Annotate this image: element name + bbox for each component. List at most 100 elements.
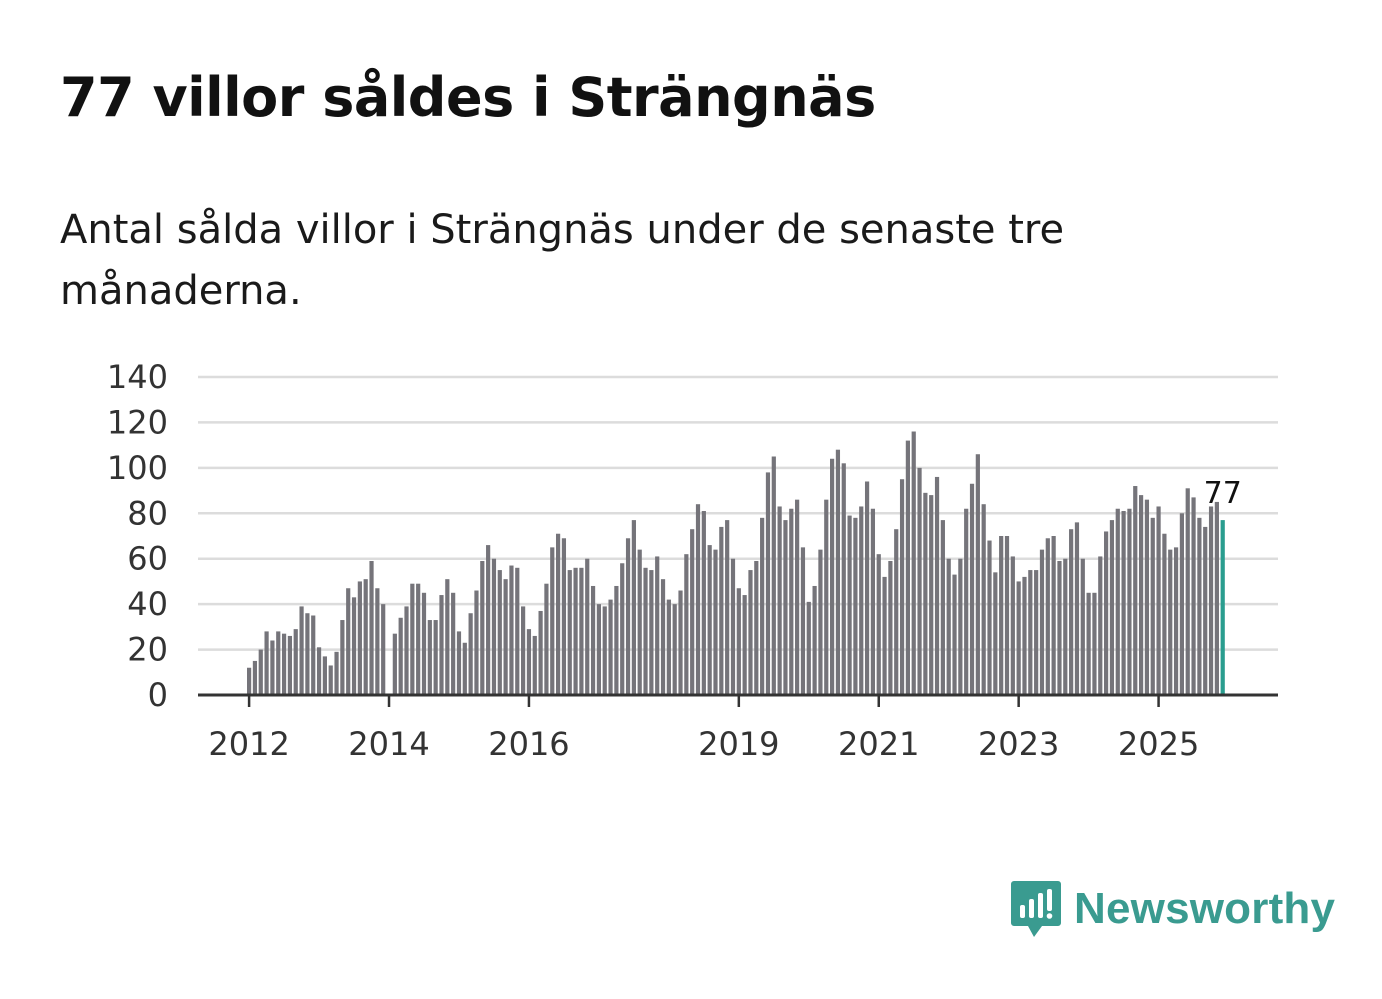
bar	[1004, 536, 1010, 695]
axis-labels: 0 20 40 60 80 100 120 140 2012 2014 2016 2019 2021 20…	[107, 358, 1242, 763]
bar-latest	[1220, 520, 1225, 695]
bar	[1104, 531, 1109, 695]
bar	[1179, 513, 1184, 695]
bar	[870, 508, 876, 695]
bar	[445, 579, 450, 695]
y-tick-label: 140	[107, 358, 168, 396]
bar	[247, 667, 252, 695]
y-tick-label: 20	[127, 631, 168, 669]
bar	[270, 640, 275, 695]
bar	[917, 467, 922, 695]
bar	[934, 476, 940, 695]
bar	[690, 529, 695, 695]
bar	[462, 642, 467, 695]
bar	[824, 499, 829, 695]
bar	[1115, 508, 1120, 695]
bar	[841, 463, 846, 695]
bar	[1185, 488, 1190, 695]
chart-title: 77 villor såldes i Strängnäs	[60, 66, 876, 129]
bar	[1092, 592, 1097, 695]
bar	[964, 508, 969, 695]
latest-value-label: 77	[1204, 476, 1242, 511]
bar	[736, 588, 741, 695]
bar	[1214, 501, 1219, 695]
bar	[707, 545, 712, 695]
bar	[590, 585, 596, 695]
bar	[1045, 538, 1050, 695]
bar	[847, 515, 852, 695]
bar	[678, 590, 683, 695]
bar	[433, 620, 438, 695]
bar	[404, 606, 409, 695]
bar	[655, 556, 660, 695]
bar	[1197, 517, 1202, 695]
x-tick-label: 2016	[488, 725, 569, 763]
bar	[952, 574, 957, 695]
bar	[1034, 570, 1039, 695]
bar	[369, 560, 374, 695]
bar	[264, 631, 269, 695]
bar	[503, 579, 508, 695]
newsworthy-logo[interactable]: Newsworthy	[1010, 878, 1335, 940]
bar	[894, 529, 899, 695]
bar	[416, 583, 421, 695]
chart-subtitle: Antal sålda villor i Strängnäs under de …	[60, 207, 1065, 314]
x-tick-label: 2014	[348, 725, 429, 763]
bar	[1127, 508, 1132, 695]
bar	[701, 511, 706, 695]
bar	[509, 565, 514, 695]
bar	[346, 588, 351, 695]
bar	[1208, 506, 1214, 695]
bar	[660, 579, 666, 695]
bar	[783, 520, 788, 695]
bar	[876, 554, 881, 695]
bar	[515, 567, 520, 695]
y-tick-label: 100	[107, 449, 168, 487]
bar	[521, 606, 526, 695]
y-tick-label: 60	[127, 540, 168, 578]
bar	[713, 549, 718, 695]
bar	[608, 599, 613, 695]
bar	[497, 570, 502, 695]
bar	[532, 635, 537, 695]
brand-name: Newsworthy	[1074, 884, 1336, 933]
bar	[614, 585, 619, 695]
bar	[1051, 536, 1056, 695]
bar	[1039, 549, 1045, 695]
x-tick-label: 2019	[698, 725, 779, 763]
bar	[853, 517, 858, 695]
bar	[322, 656, 327, 695]
bar	[550, 547, 555, 695]
bar	[684, 554, 689, 695]
bar	[905, 440, 910, 695]
bar	[340, 620, 345, 695]
bar	[789, 508, 794, 695]
bar	[293, 629, 298, 695]
bar	[392, 633, 397, 695]
bar	[305, 613, 310, 695]
bar	[730, 558, 736, 695]
bar	[421, 592, 427, 695]
bar	[468, 613, 473, 695]
bar	[748, 570, 753, 695]
bar	[888, 560, 893, 695]
bar	[351, 597, 357, 695]
bar	[929, 495, 934, 695]
bar	[818, 549, 823, 695]
x-tick-label: 2025	[1118, 725, 1199, 763]
bar	[381, 604, 386, 695]
bar	[375, 588, 380, 695]
bar	[1022, 576, 1027, 695]
bar	[958, 558, 963, 695]
bar	[491, 558, 497, 695]
bar	[631, 520, 636, 695]
bar	[311, 615, 316, 695]
bar	[864, 481, 870, 695]
bar	[585, 558, 590, 695]
bar	[363, 579, 368, 695]
y-tick-label: 80	[127, 494, 168, 532]
x-axis	[198, 693, 1278, 707]
bar	[1133, 486, 1138, 695]
bar	[456, 631, 462, 695]
bar	[544, 583, 549, 695]
